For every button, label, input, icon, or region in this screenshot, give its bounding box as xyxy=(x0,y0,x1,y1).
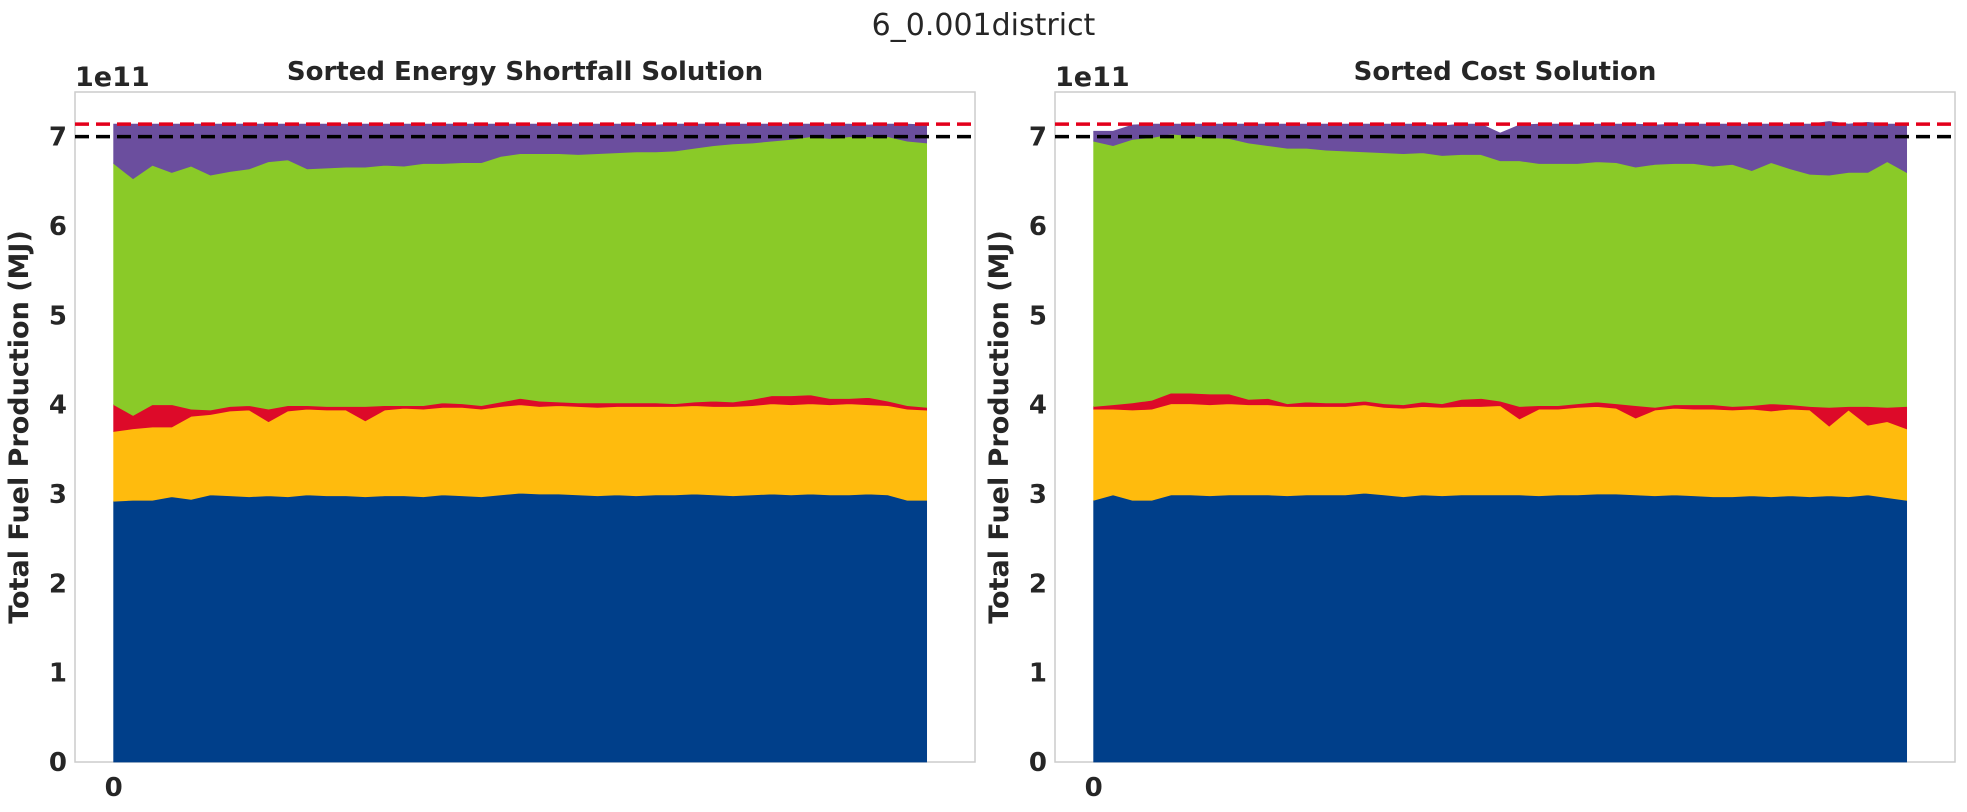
y-tick-label: 0 xyxy=(49,748,67,778)
y-tick-label: 7 xyxy=(1029,123,1047,153)
y-offset-label: 1e11 xyxy=(75,62,150,93)
panel-1: Sorted Energy Shortfall Solution 0 1 2 3 4 5 6 7… xyxy=(4,57,976,803)
y-offset-label: 1e11 xyxy=(1055,62,1130,93)
area-series-2 xyxy=(1093,403,1908,501)
y-tick-label: 3 xyxy=(49,480,67,510)
x-tick-label: 0 xyxy=(1085,773,1103,803)
y-tick-label: 4 xyxy=(49,391,67,421)
y-tick-label: 6 xyxy=(1029,212,1047,242)
y-tick-label: 1 xyxy=(49,659,67,689)
y-tick-label: 2 xyxy=(49,569,67,599)
area-series-1 xyxy=(113,492,928,763)
area-series-4 xyxy=(1093,133,1908,408)
y-tick-label: 4 xyxy=(1029,391,1047,421)
y-tick-label: 2 xyxy=(1029,569,1047,599)
y-axis-label: Total Fuel Production (MJ) xyxy=(4,230,35,624)
panel-title: Sorted Energy Shortfall Solution xyxy=(287,57,763,87)
area-series-4 xyxy=(113,136,928,416)
y-tick-label: 1 xyxy=(1029,659,1047,689)
area-series-2 xyxy=(113,403,928,502)
y-tick-label: 7 xyxy=(49,123,67,153)
y-tick-label: 5 xyxy=(1029,301,1047,331)
y-tick-label: 6 xyxy=(49,212,67,242)
panel-2: Sorted Cost Solution 0 1 2 3 4 5 6 7 0 1e11 Total F… xyxy=(984,57,1956,803)
y-axis-label: Total Fuel Production (MJ) xyxy=(984,230,1015,624)
area-series-1 xyxy=(1093,492,1908,763)
x-tick-label: 0 xyxy=(105,773,123,803)
panel-title: Sorted Cost Solution xyxy=(1354,57,1657,87)
y-tick-label: 3 xyxy=(1029,480,1047,510)
y-tick-label: 5 xyxy=(49,301,67,331)
y-tick-label: 0 xyxy=(1029,748,1047,778)
figure-title: 6_0.001district xyxy=(871,8,1096,43)
